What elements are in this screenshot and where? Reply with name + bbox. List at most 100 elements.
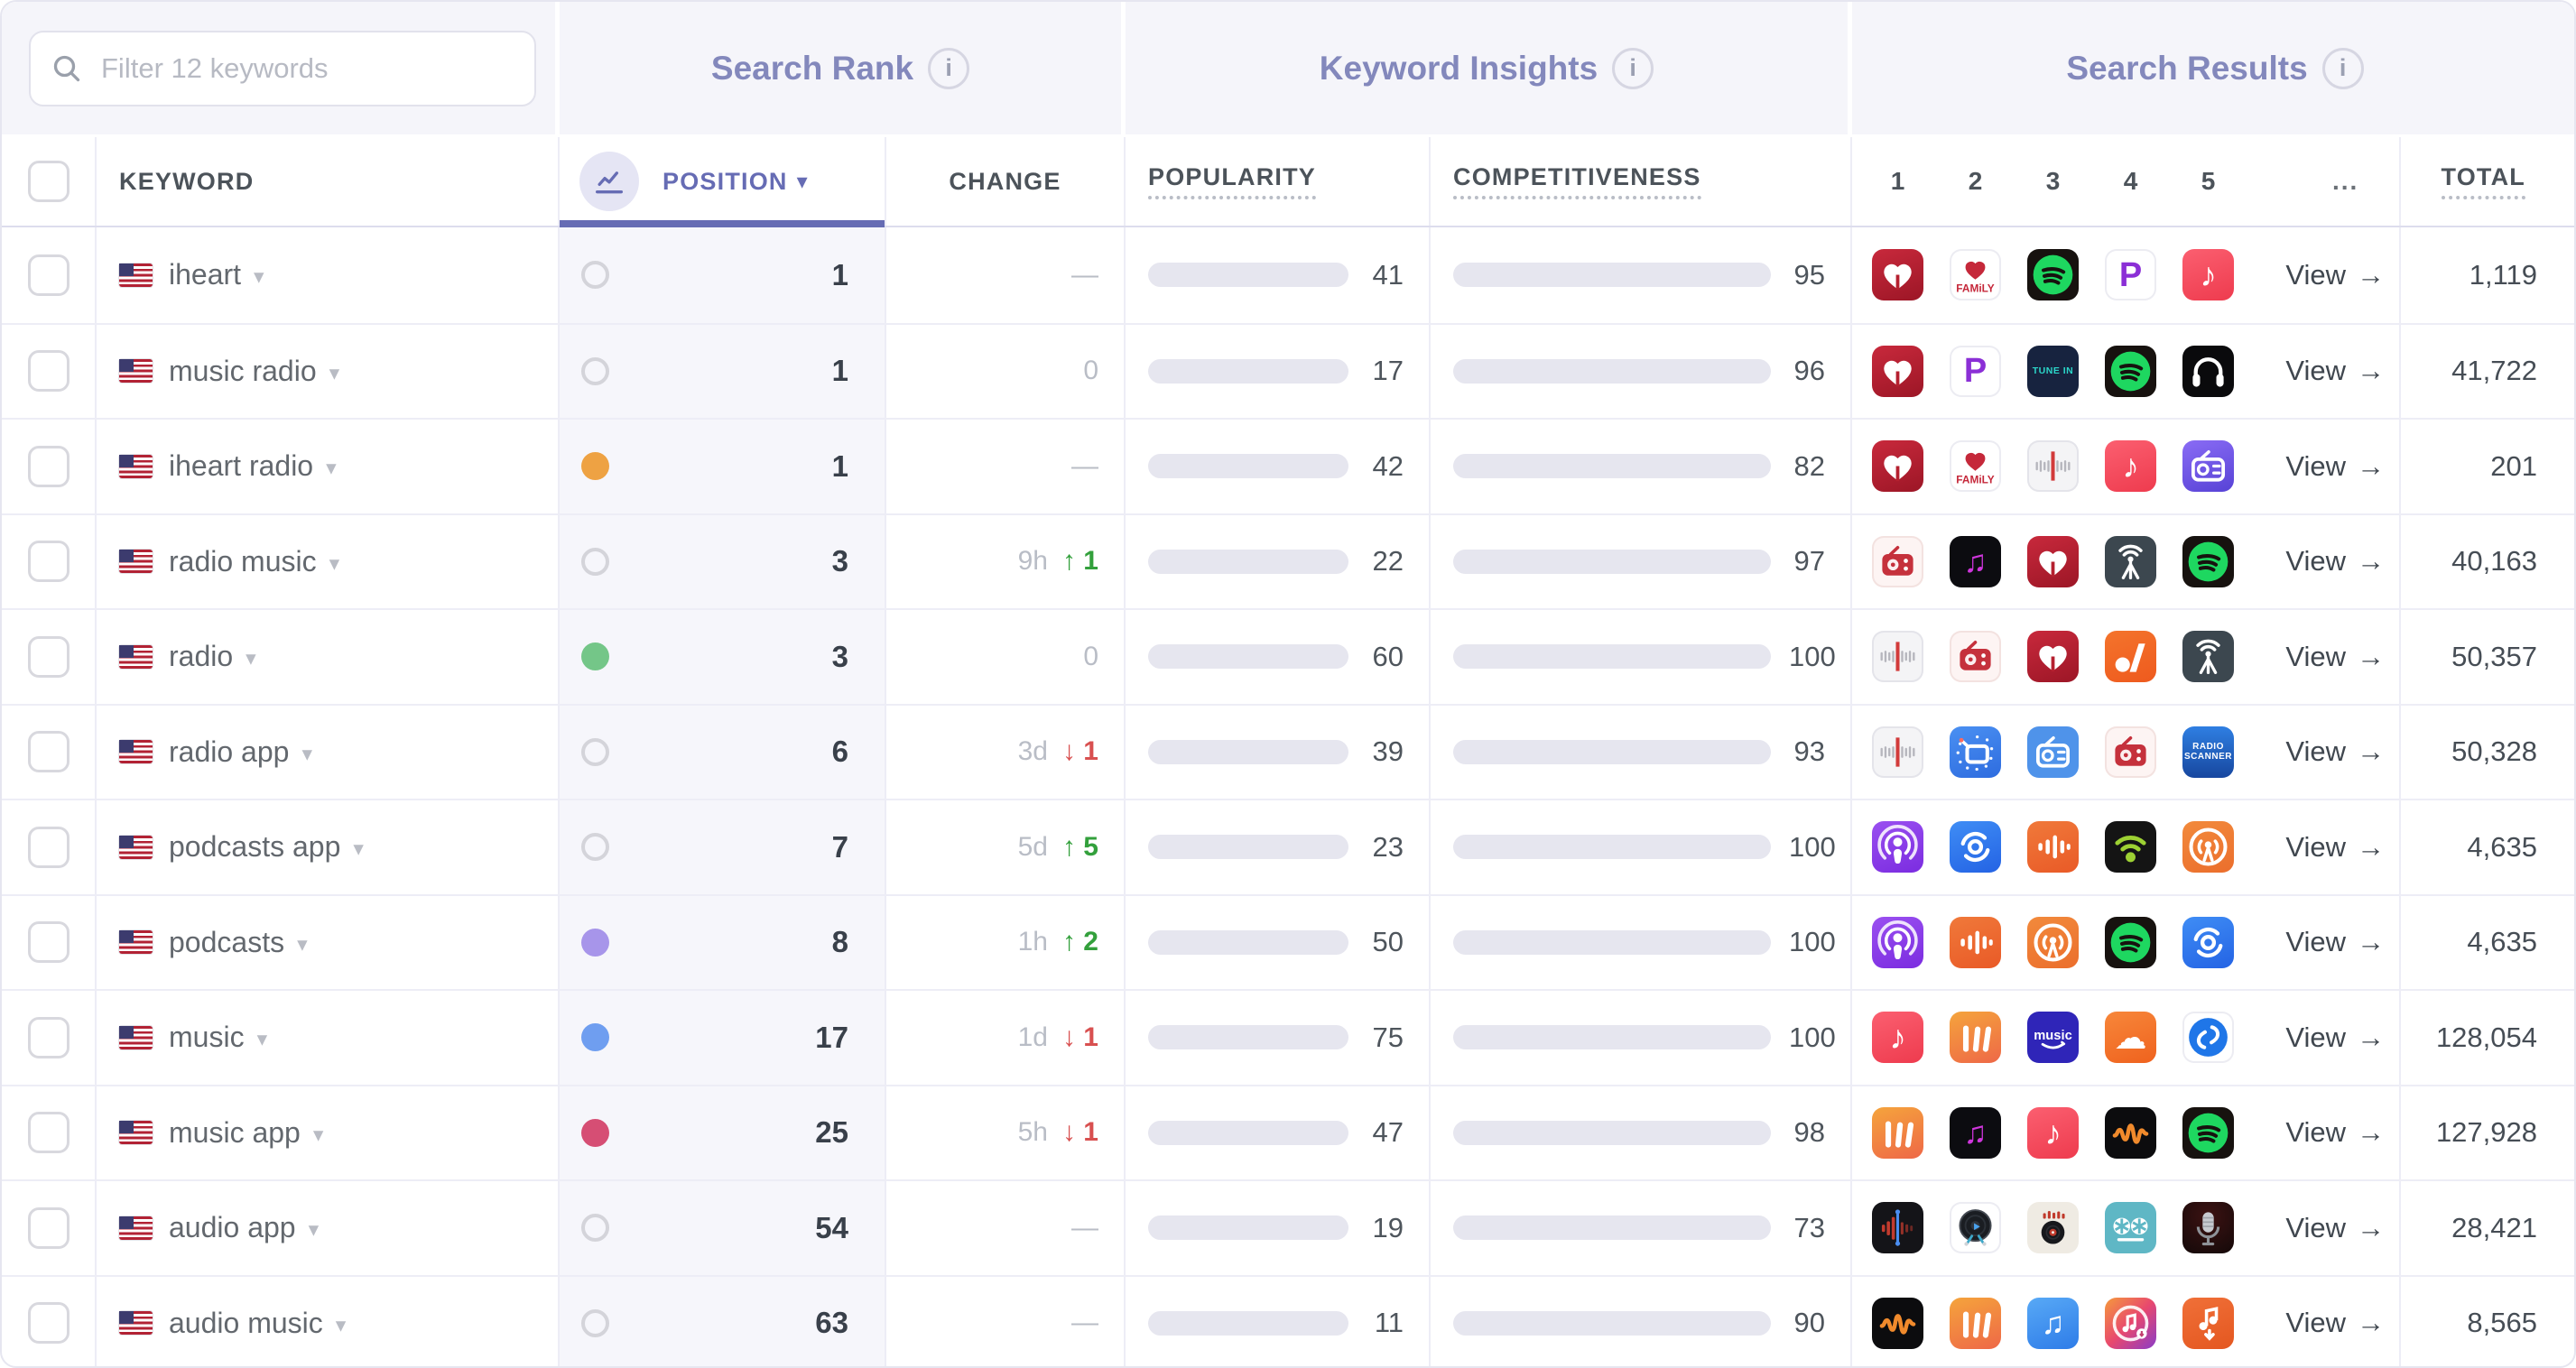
app-icon-tape-recorder[interactable] — [2105, 1202, 2156, 1254]
app-icon-radio-scanner[interactable]: RADIO SCANNER — [2182, 726, 2234, 778]
search-rank-info-icon[interactable]: i — [928, 47, 970, 89]
keyword-dropdown[interactable]: iheart radio ▾ — [169, 449, 337, 483]
app-icon-music-note-black[interactable]: ♫ — [1950, 535, 2001, 587]
keyword-column-header[interactable]: KEYWORD — [97, 137, 560, 226]
view-link[interactable]: View → — [2285, 258, 2385, 291]
app-icon-music-download[interactable] — [2182, 1297, 2234, 1349]
keyword-dropdown[interactable]: podcasts ▾ — [169, 926, 308, 959]
app-icon-podcast-player[interactable] — [2182, 916, 2234, 968]
app-icon-musi[interactable] — [1872, 1106, 1923, 1159]
keyword-dropdown[interactable]: radio app ▾ — [169, 735, 312, 769]
app-icon-overcast[interactable] — [2182, 821, 2234, 873]
view-link[interactable]: View → — [2285, 545, 2385, 578]
app-icon-overcast[interactable] — [2027, 916, 2079, 968]
row-checkbox[interactable] — [27, 1206, 69, 1249]
row-checkbox[interactable] — [27, 731, 69, 773]
app-icon-radio-tuner[interactable] — [1872, 726, 1923, 778]
app-icon-audiomack[interactable] — [1872, 1297, 1923, 1349]
app-icon-radio-tuner[interactable] — [1872, 631, 1923, 683]
keyword-dropdown[interactable]: radio music ▾ — [169, 545, 339, 578]
app-icon-music-note-blue[interactable]: ♫ — [2027, 1297, 2079, 1349]
app-icon-amazon-music[interactable]: music — [2027, 1012, 2079, 1064]
keyword-dropdown[interactable]: music ▾ — [169, 1021, 267, 1054]
view-link[interactable]: View → — [2285, 1021, 2385, 1053]
view-link[interactable]: View → — [2285, 735, 2385, 768]
view-link[interactable]: View → — [2285, 830, 2385, 863]
change-column-header[interactable]: CHANGE — [886, 137, 1126, 226]
keyword-dropdown[interactable]: audio music ▾ — [169, 1307, 346, 1340]
app-icon-vinyl-player[interactable] — [1950, 1202, 2001, 1254]
keyword-insights-info-icon[interactable]: i — [1612, 47, 1654, 89]
keyword-dropdown[interactable]: podcasts app ▾ — [169, 830, 364, 864]
keyword-dropdown[interactable]: iheart ▾ — [169, 258, 264, 291]
app-icon-apple-podcasts[interactable] — [1872, 916, 1923, 968]
app-icon-iheart-family[interactable]: FAMiLY — [1950, 249, 2001, 301]
row-checkbox[interactable] — [27, 826, 69, 868]
keyword-dropdown[interactable]: music app ▾ — [169, 1116, 323, 1150]
app-icon-apple-music[interactable]: ♪ — [2105, 440, 2156, 493]
app-icon-iheartradio[interactable] — [1872, 440, 1923, 493]
app-icon-iheart-family[interactable]: FAMiLY — [1950, 440, 2001, 493]
view-link[interactable]: View → — [2285, 640, 2385, 672]
app-icon-apple-music[interactable]: ♪ — [2182, 249, 2234, 301]
row-checkbox[interactable] — [27, 541, 69, 583]
filter-keywords-input[interactable] — [29, 30, 536, 106]
row-checkbox[interactable] — [27, 1016, 69, 1058]
app-icon-spotify[interactable] — [2182, 535, 2234, 587]
row-checkbox[interactable] — [27, 1112, 69, 1154]
row-checkbox[interactable] — [27, 1302, 69, 1345]
view-link[interactable]: View → — [2285, 449, 2385, 482]
app-icon-microphone[interactable] — [2182, 1202, 2234, 1254]
position-sort-button[interactable]: POSITION ▾ — [663, 168, 808, 196]
app-icon-musi[interactable] — [1950, 1012, 2001, 1064]
total-column-header[interactable]: TOTAL — [2401, 137, 2574, 226]
view-link[interactable]: View → — [2285, 926, 2385, 958]
view-link[interactable]: View → — [2285, 1211, 2385, 1243]
keyword-dropdown[interactable]: music radio ▾ — [169, 355, 339, 388]
view-link[interactable]: View → — [2285, 1307, 2385, 1339]
app-icon-dj-mixer[interactable] — [2027, 1202, 2079, 1254]
app-icon-shazam[interactable] — [2182, 1012, 2234, 1064]
app-icon-clock-blue[interactable] — [1950, 726, 2001, 778]
app-icon-spotify[interactable] — [2105, 345, 2156, 397]
app-icon-audio-editor[interactable] — [1872, 1202, 1923, 1254]
app-icon-castbox[interactable] — [2027, 821, 2079, 873]
app-icon-podcast-player[interactable] — [1950, 821, 2001, 873]
app-icon-pandora[interactable]: P — [2105, 249, 2156, 301]
app-icon-radio-purple[interactable] — [2182, 440, 2234, 493]
app-icon-apple-music[interactable]: ♪ — [2027, 1106, 2079, 1159]
app-icon-tunein[interactable]: TUNE IN — [2027, 345, 2079, 397]
app-icon-headphones[interactable] — [2182, 345, 2234, 397]
app-icon-castbox[interactable] — [1950, 916, 2001, 968]
app-icon-radio-antenna[interactable] — [2105, 535, 2156, 587]
row-checkbox[interactable] — [27, 445, 69, 487]
app-icon-soundcloud[interactable]: ☁ — [2105, 1012, 2156, 1064]
app-icon-mytuner-radio[interactable] — [1872, 535, 1923, 587]
app-icon-podbean[interactable] — [2105, 821, 2156, 873]
app-icon-apple-podcasts[interactable] — [1872, 821, 1923, 873]
app-icon-spotify[interactable] — [2027, 249, 2079, 301]
row-checkbox[interactable] — [27, 921, 69, 964]
chart-icon[interactable] — [579, 152, 639, 211]
app-icon-spotify[interactable] — [2105, 916, 2156, 968]
view-link[interactable]: View → — [2285, 355, 2385, 387]
app-icon-iheartradio[interactable] — [2027, 631, 2079, 683]
app-icon-iheartradio[interactable] — [2027, 535, 2079, 587]
competitiveness-column-header[interactable]: COMPETITIVENESS — [1431, 137, 1852, 226]
popularity-column-header[interactable]: POPULARITY — [1126, 137, 1431, 226]
app-icon-musi[interactable] — [1950, 1297, 2001, 1349]
app-icon-radio-antenna[interactable] — [2182, 631, 2234, 683]
app-icon-apple-music[interactable]: ♪ — [1872, 1012, 1923, 1064]
row-checkbox[interactable] — [27, 254, 69, 296]
search-results-info-icon[interactable]: i — [2321, 47, 2364, 89]
row-checkbox[interactable] — [27, 635, 69, 678]
app-icon-music-note-black[interactable]: ♫ — [1950, 1106, 2001, 1159]
app-icon-audacy[interactable] — [2105, 631, 2156, 683]
app-icon-mytuner-radio[interactable] — [1950, 631, 2001, 683]
app-icon-music-downloader[interactable] — [2105, 1297, 2156, 1349]
app-icon-iheartradio[interactable] — [1872, 249, 1923, 301]
app-icon-mytuner-radio[interactable] — [2105, 726, 2156, 778]
row-checkbox[interactable] — [27, 350, 69, 393]
view-link[interactable]: View → — [2285, 1116, 2385, 1149]
select-all-checkbox[interactable] — [27, 161, 69, 202]
